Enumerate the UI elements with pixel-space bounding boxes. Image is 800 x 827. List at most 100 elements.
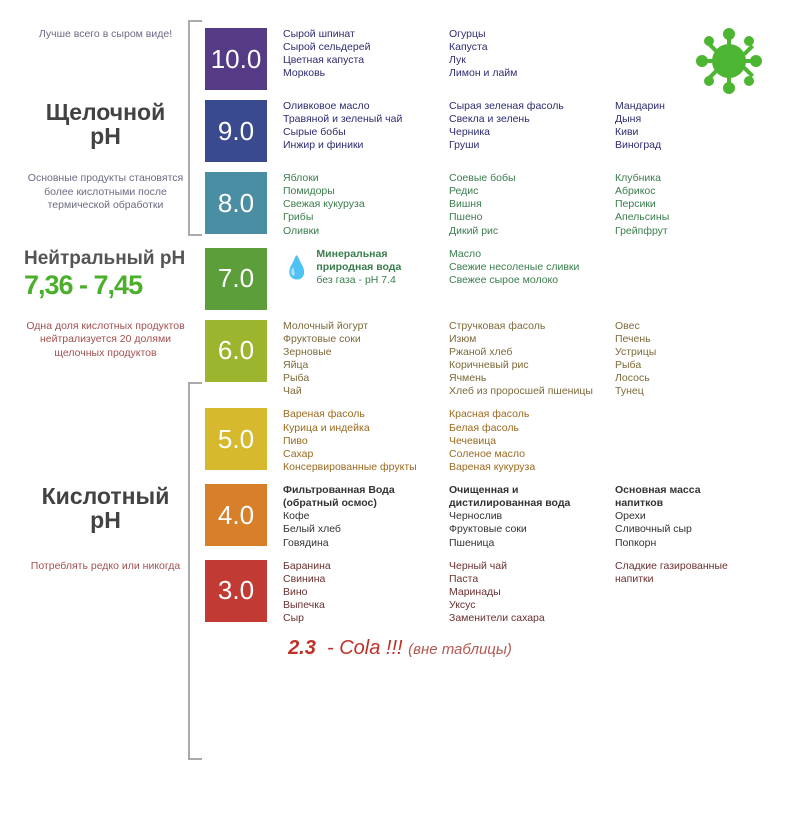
food-item: Фильтрованная Вода <box>283 484 443 497</box>
row-left: Основные продукты становятся более кисло… <box>20 172 205 213</box>
acidic-title: КислотныйpH <box>20 484 191 532</box>
food-item: Яйца <box>283 359 443 372</box>
food-item: Капуста <box>449 41 609 54</box>
food-item: Пиво <box>283 435 443 448</box>
row-note: Лучше всего в сыром виде! <box>39 28 172 42</box>
food-item: Черный чай <box>449 560 609 573</box>
food-item: Свежая кукуруза <box>283 198 443 211</box>
food-item: Цветная капуста <box>283 54 443 67</box>
ph-row-6.0: Одна доля кислотных продуктов нейтрализу… <box>20 320 780 399</box>
food-item: Вино <box>283 586 443 599</box>
ph-row-9.0: ЩелочнойpH 9.0 Оливковое маслоТравяной и з… <box>20 100 780 162</box>
food-item: Мандарин <box>615 100 755 113</box>
food-item: Виноград <box>615 139 755 152</box>
food-item: напитки <box>615 573 755 586</box>
foods-grid: Оливковое маслоТравяной и зеленый чайСыр… <box>283 100 755 153</box>
food-item: Устрицы <box>615 346 755 359</box>
food-item: дистилированная вода <box>449 497 609 510</box>
row-left: ЩелочнойpH <box>20 100 205 148</box>
food-item: Говядина <box>283 537 443 550</box>
food-item: Хлеб из проросшей пшеницы <box>449 385 609 398</box>
food-item: Тунец <box>615 385 755 398</box>
foods-grid: ЯблокиПомидорыСвежая кукурузаГрибыОливки… <box>283 172 755 238</box>
food-item: Ячмень <box>449 372 609 385</box>
food-item: Свинина <box>283 573 443 586</box>
food-item: Чай <box>283 385 443 398</box>
food-item: Лук <box>449 54 609 67</box>
food-item: Попкорн <box>615 537 755 550</box>
food-item: Белый хлеб <box>283 523 443 536</box>
food-item: Белая фасоль <box>449 422 609 435</box>
ph-row-8.0: Основные продукты становятся более кисло… <box>20 172 780 238</box>
food-item: Сахар <box>283 448 443 461</box>
foods-grid: 💧Минеральнаяприродная водабез газа - pH … <box>283 248 755 287</box>
food-item: Морковь <box>283 67 443 80</box>
food-item: Груши <box>449 139 609 152</box>
food-item: Соленое масло <box>449 448 609 461</box>
food-item: Вишня <box>449 198 609 211</box>
food-item: Лимон и лайм <box>449 67 609 80</box>
food-item: Рыба <box>283 372 443 385</box>
ph-chip: 7.0 <box>205 248 267 310</box>
food-item: Сырая зеленая фасоль <box>449 100 609 113</box>
neutral-title: Нейтральный pH <box>24 248 191 270</box>
food-item: Персики <box>615 198 755 211</box>
food-item: Свекла и зелень <box>449 113 609 126</box>
food-item: Дыня <box>615 113 755 126</box>
food-item: Паста <box>449 573 609 586</box>
food-item: Сладкие газированные <box>615 560 755 573</box>
food-item: Сырые бобы <box>283 126 443 139</box>
food-item: Овес <box>615 320 755 333</box>
neutral-value: 7,36 - 7,45 <box>24 270 191 301</box>
row-left: Нейтральный pH7,36 - 7,45 <box>20 248 205 301</box>
food-item: Пшено <box>449 211 609 224</box>
foods-grid: Сырой шпинатСырой сельдерейЦветная капус… <box>283 28 755 81</box>
food-item: Огурцы <box>449 28 609 41</box>
ph-chip: 4.0 <box>205 484 267 546</box>
footer-cola: 2.3 - Cola !!! (вне таблицы) <box>20 637 780 660</box>
alkaline-title: ЩелочнойpH <box>20 100 191 148</box>
food-item: Чернослив <box>449 510 609 523</box>
ph-row-3.0: Потреблять редко или никогда 3.0 БаранинаС… <box>20 560 780 626</box>
ph-chip: 6.0 <box>205 320 267 382</box>
row-note: Потреблять редко или никогда <box>31 560 180 574</box>
food-item: Соевые бобы <box>449 172 609 185</box>
food-item: Грейпфрут <box>615 225 755 238</box>
food-item: Оливки <box>283 225 443 238</box>
food-item: Курица и индейка <box>283 422 443 435</box>
food-item: Заменители сахара <box>449 612 609 625</box>
food-item: Ржаной хлеб <box>449 346 609 359</box>
ph-chip: 3.0 <box>205 560 267 622</box>
food-item: Печень <box>615 333 755 346</box>
food-item: Грибы <box>283 211 443 224</box>
food-item: Маринады <box>449 586 609 599</box>
food-item: Фруктовые соки <box>283 333 443 346</box>
food-item: Абрикос <box>615 185 755 198</box>
food-item: Основная масса <box>615 484 755 497</box>
foods-grid: БаранинаСвининаВиноВыпечкаСырЧерный чайП… <box>283 560 755 626</box>
food-item: Сливочный сыр <box>615 523 755 536</box>
food-item: Помидоры <box>283 185 443 198</box>
food-item: напитков <box>615 497 755 510</box>
food-item: Оливковое масло <box>283 100 443 113</box>
ph-chip: 8.0 <box>205 172 267 234</box>
food-item: Сырой шпинат <box>283 28 443 41</box>
food-item: Пшеница <box>449 537 609 550</box>
ph-row-4.0: КислотныйpH 4.0 Фильтрованная Вода(обратны… <box>20 484 780 550</box>
food-item: Вареная кукуруза <box>449 461 609 474</box>
food-item: Выпечка <box>283 599 443 612</box>
row-note: Одна доля кислотных продуктов нейтрализу… <box>20 320 191 361</box>
row-left: Одна доля кислотных продуктов нейтрализу… <box>20 320 205 361</box>
food-item: Кофе <box>283 510 443 523</box>
food-item: Уксус <box>449 599 609 612</box>
food-item: Коричневый рис <box>449 359 609 372</box>
food-item: Дикий рис <box>449 225 609 238</box>
foods-grid: Фильтрованная Вода(обратный осмос)КофеБе… <box>283 484 755 550</box>
food-item: (обратный осмос) <box>283 497 443 510</box>
food-item: Зерновые <box>283 346 443 359</box>
food-item: Рыба <box>615 359 755 372</box>
ph-chip: 9.0 <box>205 100 267 162</box>
water-drop-icon: 💧 <box>283 254 310 282</box>
food-item: Лосось <box>615 372 755 385</box>
food-item: Сырой сельдерей <box>283 41 443 54</box>
